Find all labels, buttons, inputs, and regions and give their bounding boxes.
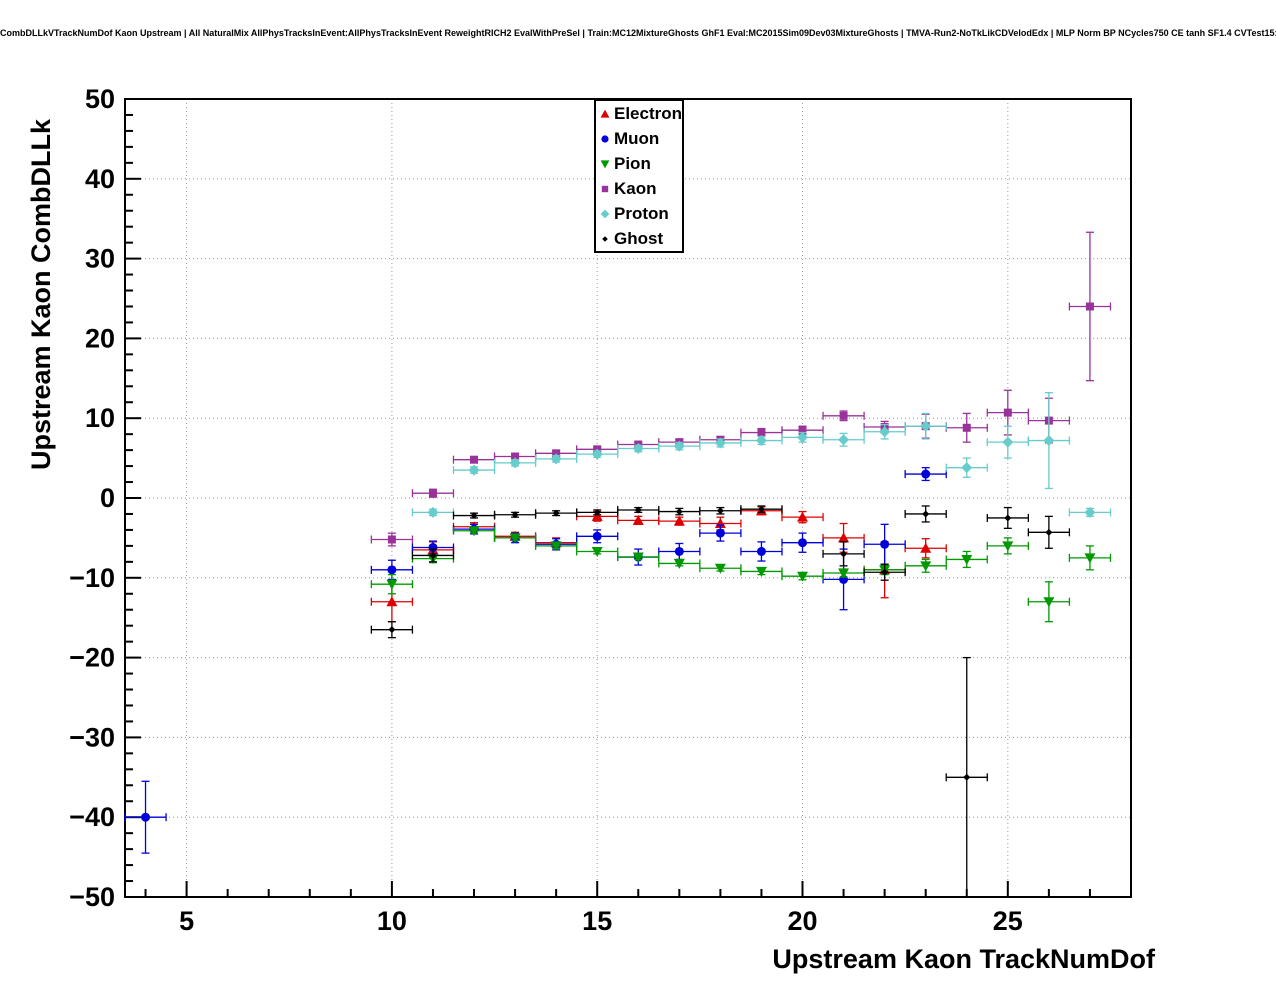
- svg-text:20: 20: [85, 323, 115, 353]
- legend-entry-electron: Electron: [596, 101, 682, 126]
- svg-text:10: 10: [85, 403, 115, 433]
- svg-text:−50: −50: [69, 882, 115, 912]
- svg-text:5: 5: [179, 906, 194, 936]
- square-icon: [601, 185, 609, 192]
- legend-label: Electron: [614, 103, 683, 123]
- legend-label: Kaon: [614, 178, 657, 198]
- svg-text:15: 15: [582, 906, 612, 936]
- svg-text:30: 30: [85, 244, 115, 274]
- series-muon: [124, 467, 947, 854]
- y-axis-title: Upstream Kaon CombDLLk: [26, 118, 56, 470]
- series-ghost: [370, 505, 1071, 898]
- svg-text:−10: −10: [69, 563, 115, 593]
- x-tick-labels: 5 10 15 20 25: [179, 906, 1023, 936]
- series-pion: [370, 526, 1112, 623]
- svg-text:0: 0: [100, 483, 115, 513]
- triangle-down-icon: [600, 159, 610, 168]
- legend-entry-proton: Proton: [596, 201, 682, 226]
- plot-title: CombDLLkVTrackNumDof Kaon Upstream | All…: [0, 28, 1276, 38]
- x-axis-title: Upstream Kaon TrackNumDof: [772, 944, 1155, 974]
- legend-entry-kaon: Kaon: [596, 176, 682, 201]
- legend-label: Proton: [614, 203, 669, 223]
- svg-text:25: 25: [993, 906, 1023, 936]
- legend-label: Ghost: [614, 228, 664, 248]
- circle-icon: [601, 134, 609, 143]
- svg-text:−20: −20: [69, 643, 115, 673]
- small-diamond-icon: [602, 235, 608, 242]
- svg-text:−40: −40: [69, 802, 115, 832]
- svg-text:40: 40: [85, 164, 115, 194]
- svg-text:−30: −30: [69, 722, 115, 752]
- y-tick-labels: −50 −40 −30 −20 −10 0 10 20 30 40 50: [69, 84, 115, 912]
- legend-label: Pion: [614, 153, 651, 173]
- legend-entry-pion: Pion: [596, 151, 682, 176]
- legend-label: Muon: [614, 128, 660, 148]
- series-kaon: [370, 231, 1112, 547]
- svg-text:50: 50: [85, 84, 115, 114]
- series-proton: [411, 392, 1112, 518]
- legend: Electron Muon Pion Kaon Proton Ghost: [594, 99, 684, 253]
- legend-entry-ghost: Ghost: [596, 226, 682, 251]
- svg-text:10: 10: [377, 906, 407, 936]
- triangle-up-icon: [600, 109, 610, 118]
- svg-text:20: 20: [787, 906, 817, 936]
- legend-entry-muon: Muon: [596, 126, 682, 151]
- diamond-icon: [600, 209, 610, 218]
